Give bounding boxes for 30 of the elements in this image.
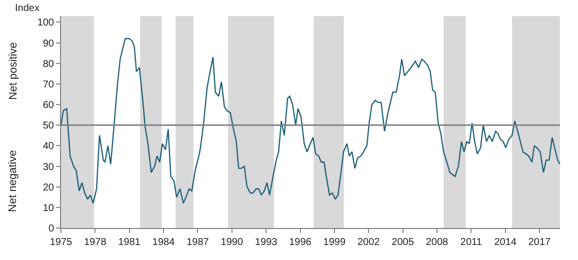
x-tick-label: 2017 — [528, 237, 552, 248]
x-tick-label: 1993 — [254, 237, 278, 248]
y-tick-label: 20 — [42, 182, 54, 194]
x-tick-label: 2011 — [460, 237, 482, 248]
y-tick-label: 50 — [42, 120, 54, 132]
y-tick-label: 100 — [37, 18, 54, 29]
y-tick-label: 0 — [48, 224, 54, 234]
line-series — [61, 38, 560, 204]
y-tick-label: 30 — [42, 162, 54, 173]
text: Net negative — [7, 150, 20, 212]
x-tick-label: 1999 — [323, 237, 346, 248]
x-tick-label: 2005 — [392, 237, 414, 248]
x-tick-label: 1990 — [220, 237, 244, 248]
x-tick-label: 1978 — [84, 237, 107, 248]
y-tick-label: 10 — [42, 202, 54, 214]
y-tick-label: 90 — [42, 38, 54, 50]
y-axis-title: Index — [15, 3, 40, 14]
x-tick-label: 1981 — [118, 237, 141, 248]
x-tick-label: 2014 — [494, 237, 517, 248]
y-tick-label: 80 — [42, 58, 54, 70]
x-tick-label: 2008 — [426, 237, 449, 248]
text: Net positive — [7, 42, 20, 100]
x-tick-label: 2002 — [357, 237, 380, 248]
x-tick-label: 1996 — [289, 237, 312, 248]
y-tick-label: 40 — [42, 141, 54, 152]
x-tick-label: 1975 — [50, 237, 73, 248]
y-tick-label: 60 — [42, 100, 54, 111]
x-tick-label: 1984 — [152, 237, 176, 248]
x-tick-label: 1987 — [186, 237, 210, 248]
y-tick-label: 70 — [42, 79, 54, 90]
